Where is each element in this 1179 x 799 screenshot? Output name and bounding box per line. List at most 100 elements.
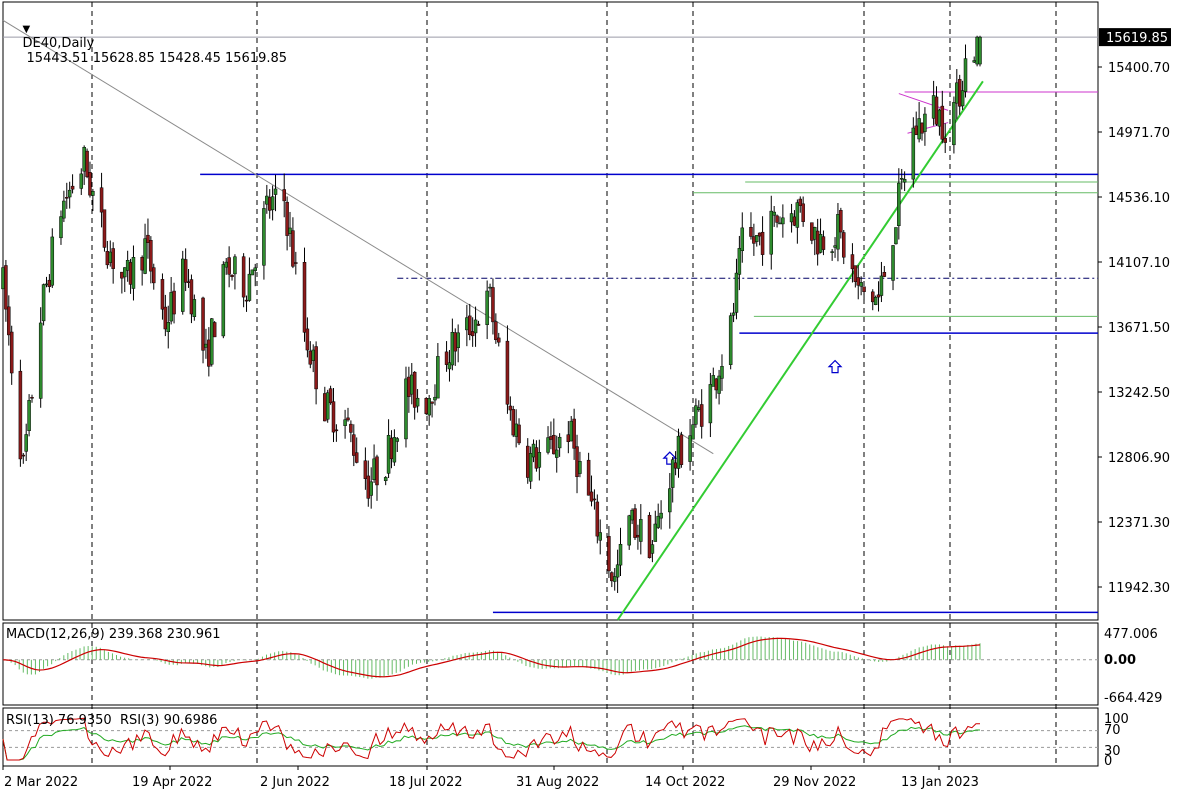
candle-body bbox=[407, 376, 411, 397]
candle-body bbox=[111, 248, 115, 269]
candle-body bbox=[172, 290, 176, 315]
candle-body bbox=[311, 349, 315, 361]
candle-body bbox=[352, 434, 356, 456]
candle-body bbox=[781, 217, 785, 225]
candle-body bbox=[189, 279, 194, 315]
candle-body bbox=[485, 290, 489, 325]
candle-body bbox=[711, 375, 716, 387]
candle-body bbox=[514, 423, 518, 437]
candle-body bbox=[775, 215, 779, 223]
candle-body bbox=[476, 323, 481, 326]
candle-body bbox=[862, 286, 866, 292]
price-axis-label: 13671.50 bbox=[1108, 321, 1170, 336]
candle-body bbox=[230, 274, 234, 277]
candle-body bbox=[302, 261, 307, 333]
candle-body bbox=[468, 315, 472, 336]
candle-body bbox=[24, 434, 28, 452]
candle-body bbox=[375, 456, 379, 486]
axes: 15400.70 14971.70 14536.10 14107.10 13671.50… bbox=[2, 28, 1171, 790]
candle-body bbox=[82, 146, 86, 172]
candle-body bbox=[372, 458, 376, 481]
candle-body bbox=[734, 272, 739, 313]
current-price-box bbox=[1099, 28, 1171, 47]
candle-body bbox=[79, 173, 84, 189]
candle-body bbox=[1, 267, 5, 290]
candle-body bbox=[505, 340, 510, 405]
candle-body bbox=[618, 543, 623, 566]
candle-body bbox=[517, 424, 521, 444]
candle-body bbox=[749, 226, 753, 237]
candle-body bbox=[546, 437, 550, 453]
candle-body bbox=[241, 256, 246, 298]
candle-body bbox=[610, 572, 614, 582]
collapse-triangle-down-icon[interactable]: ▼ bbox=[22, 24, 31, 35]
candle-body bbox=[697, 407, 701, 410]
candle-body bbox=[163, 306, 168, 330]
candle-body bbox=[957, 79, 962, 107]
candle-body bbox=[607, 536, 611, 572]
candle-body bbox=[99, 187, 104, 213]
time-axis-label: 2 Jun 2022 bbox=[260, 775, 330, 790]
candle-body bbox=[328, 388, 333, 404]
candle-body bbox=[850, 254, 855, 270]
candle-body bbox=[308, 350, 313, 365]
candle-body bbox=[627, 515, 631, 546]
candle-body bbox=[250, 269, 255, 276]
candle-body bbox=[180, 258, 185, 312]
candle-body bbox=[876, 294, 881, 298]
candle-body bbox=[123, 267, 127, 278]
candle-body bbox=[549, 436, 553, 440]
candle-body bbox=[62, 200, 66, 219]
candle-body bbox=[552, 434, 556, 455]
candle-body bbox=[494, 321, 498, 341]
candle-body bbox=[789, 213, 794, 223]
candle-body bbox=[47, 279, 52, 287]
candle-body bbox=[244, 299, 249, 302]
macd-axis-label: 477.006 bbox=[1104, 627, 1158, 642]
macd-pane-frame bbox=[2, 622, 1099, 706]
candle-body bbox=[952, 102, 956, 146]
candle-body bbox=[314, 346, 318, 390]
candle-body bbox=[30, 397, 34, 399]
candle-body bbox=[183, 259, 188, 283]
candle-body bbox=[586, 459, 591, 496]
candle-body bbox=[44, 283, 49, 286]
candle-body bbox=[752, 236, 756, 244]
candle-body bbox=[897, 182, 901, 226]
candle-body bbox=[120, 271, 124, 279]
candle-body bbox=[488, 286, 492, 289]
candle-body bbox=[465, 317, 469, 331]
candle-body bbox=[415, 397, 420, 407]
candle-body bbox=[899, 178, 904, 180]
symbol-timeframe: DE40,Daily bbox=[22, 36, 95, 51]
time-axis-label: 2 Mar 2022 bbox=[4, 775, 78, 790]
rsi-axis-label: 100 bbox=[1104, 712, 1129, 727]
candle-body bbox=[531, 443, 536, 458]
candle-body bbox=[566, 434, 571, 442]
candle-body bbox=[801, 203, 805, 222]
candle-body bbox=[282, 189, 286, 202]
candle-body bbox=[207, 339, 211, 367]
candle-body bbox=[699, 404, 704, 427]
price-axis-label: 14971.70 bbox=[1108, 126, 1170, 141]
up-arrow-icon bbox=[827, 359, 843, 374]
candle-body bbox=[334, 429, 339, 432]
candle-body bbox=[589, 491, 594, 502]
candle-body bbox=[7, 306, 11, 336]
candle-body bbox=[4, 265, 8, 310]
candle-body bbox=[691, 424, 695, 440]
candle-body bbox=[273, 188, 278, 195]
candle-body bbox=[595, 501, 600, 537]
time-axis-label: 18 Jul 2022 bbox=[389, 775, 463, 790]
candle-body bbox=[511, 409, 515, 436]
candle-body bbox=[67, 189, 72, 198]
candle-body bbox=[633, 508, 637, 538]
candle-body bbox=[740, 227, 745, 251]
candle-body bbox=[760, 231, 765, 255]
macd-pane bbox=[2, 636, 1098, 679]
candle-body bbox=[456, 332, 460, 348]
candle-body bbox=[572, 418, 576, 449]
candle-body bbox=[569, 420, 573, 442]
candle-body bbox=[140, 257, 144, 271]
candle-body bbox=[204, 343, 208, 348]
